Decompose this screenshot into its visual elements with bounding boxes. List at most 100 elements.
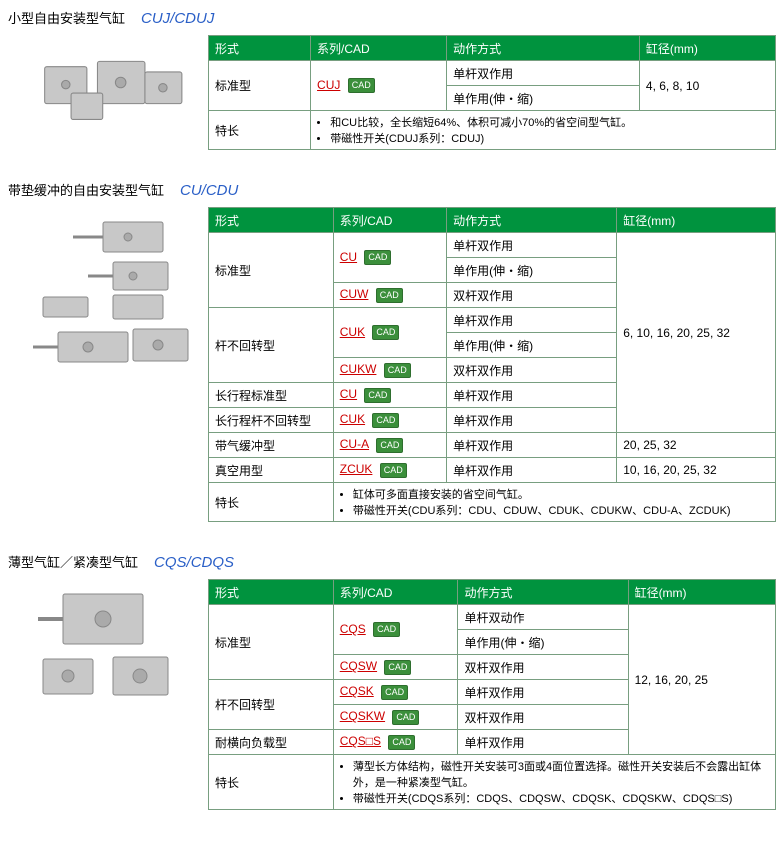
product-section: 小型自由安装型气缸CUJ/CDUJ 形式系列/CAD动作方式缸径(mm)标准型C… (8, 8, 776, 150)
cell: 标准型 (209, 605, 334, 680)
cell: 杆不回转型 (209, 680, 334, 730)
series-cell: CU CAD (333, 233, 446, 283)
cell: 带气缓冲型 (209, 433, 334, 458)
col-header: 动作方式 (447, 36, 640, 61)
series-cell: CU CAD (333, 383, 446, 408)
note-content: 和CU比较，全长缩短64%、体积可减小70%的省空间型气缸。带磁性开关(CDUJ… (311, 111, 776, 150)
title-en: CUJ/CDUJ (141, 10, 214, 27)
series-cell: CUKW CAD (333, 358, 446, 383)
cell: 20, 25, 32 (617, 433, 776, 458)
cell: 单杆双作用 (447, 408, 617, 433)
product-image (8, 35, 208, 130)
spec-table: 形式系列/CAD动作方式缸径(mm)标准型CU CAD单杆双作用6, 10, 1… (208, 207, 776, 522)
series-link[interactable]: CU (340, 387, 357, 401)
table-row: 标准型CQS CAD单杆双动作12, 16, 20, 25 (209, 605, 776, 630)
header-row: 形式系列/CAD动作方式缸径(mm) (209, 36, 776, 61)
series-link[interactable]: CQS□S (340, 734, 381, 748)
cell: 双杆双作用 (458, 655, 628, 680)
col-header: 动作方式 (458, 580, 628, 605)
header-row: 形式系列/CAD动作方式缸径(mm) (209, 208, 776, 233)
cad-badge: CAD (384, 363, 411, 378)
series-link[interactable]: CUK (340, 412, 365, 426)
series-link[interactable]: CQS (340, 622, 366, 636)
note-label: 特长 (209, 755, 334, 810)
spec-table: 形式系列/CAD动作方式缸径(mm)标准型CQS CAD单杆双动作12, 16,… (208, 579, 776, 810)
cell: 单杆双作用 (447, 433, 617, 458)
cell: 12, 16, 20, 25 (628, 605, 775, 755)
spec-table: 形式系列/CAD动作方式缸径(mm)标准型CUJ CAD单杆双作用4, 6, 8… (208, 35, 776, 150)
note-content: 薄型长方体结构，磁性开关安装可3面或4面位置选择。磁性开关安装后不会露出缸体外，… (333, 755, 775, 810)
cell: 标准型 (209, 61, 311, 111)
cell: 真空用型 (209, 458, 334, 483)
cell: 单杆双作用 (447, 308, 617, 333)
cad-badge: CAD (372, 413, 399, 428)
product-section: 薄型气缸／紧凑型气缸CQS/CDQS 形式系列/CAD动作方式缸径(mm)标准型… (8, 552, 776, 810)
cell: 杆不回转型 (209, 308, 334, 383)
title-en: CQS/CDQS (154, 554, 234, 571)
col-header: 形式 (209, 580, 334, 605)
series-link[interactable]: CUJ (317, 78, 340, 92)
cell: 单杆双作用 (447, 383, 617, 408)
series-link[interactable]: CQSK (340, 684, 374, 698)
cell: 单作用(伸・缩) (447, 333, 617, 358)
col-header: 缸径(mm) (639, 36, 775, 61)
series-link[interactable]: CUW (340, 287, 369, 301)
title-cn: 薄型气缸／紧凑型气缸 (8, 555, 138, 570)
series-link[interactable]: CQSW (340, 659, 377, 673)
cell: 单作用(伸・缩) (447, 86, 640, 111)
series-link[interactable]: CU-A (340, 437, 369, 451)
col-header: 缸径(mm) (628, 580, 775, 605)
cad-badge: CAD (388, 735, 415, 750)
table-row: 标准型CUJ CAD单杆双作用4, 6, 8, 10 (209, 61, 776, 86)
cad-badge: CAD (372, 325, 399, 340)
table-row: 标准型CU CAD单杆双作用6, 10, 16, 20, 25, 32 (209, 233, 776, 258)
cell: 单杆双作用 (458, 730, 628, 755)
cell: 单作用(伸・缩) (458, 630, 628, 655)
series-cell: CQS CAD (333, 605, 458, 655)
section-title: 薄型气缸／紧凑型气缸 CQS/CDQS (8, 552, 776, 571)
cell: 4, 6, 8, 10 (639, 61, 775, 111)
section-title: 带垫缓冲的自由安装型气缸 CU/CDU (8, 180, 776, 199)
col-header: 动作方式 (447, 208, 617, 233)
series-link[interactable]: CUK (340, 325, 365, 339)
series-cell: CUK CAD (333, 408, 446, 433)
table-row: 带气缓冲型 CU-A CAD 单杆双作用20, 25, 32 (209, 433, 776, 458)
note-content: 缸体可多面直接安装的省空间气缸。带磁性开关(CDU系列：CDU、CDUW、CDU… (333, 483, 775, 522)
series-cell: CUK CAD (333, 308, 446, 358)
cad-badge: CAD (384, 660, 411, 675)
note-label: 特长 (209, 483, 334, 522)
series-cell: ZCUK CAD (333, 458, 446, 483)
cad-badge: CAD (348, 78, 375, 93)
series-link[interactable]: CU (340, 250, 357, 264)
series-link[interactable]: CUKW (340, 362, 377, 376)
series-link[interactable]: ZCUK (340, 462, 373, 476)
title-en: CU/CDU (180, 182, 238, 199)
title-cn: 小型自由安装型气缸 (8, 11, 125, 26)
series-cell: CUJ CAD (311, 61, 447, 111)
cell: 6, 10, 16, 20, 25, 32 (617, 233, 776, 433)
col-header: 系列/CAD (311, 36, 447, 61)
series-cell: CQSW CAD (333, 655, 458, 680)
cell: 10, 16, 20, 25, 32 (617, 458, 776, 483)
cad-badge: CAD (376, 288, 403, 303)
cad-badge: CAD (364, 250, 391, 265)
title-cn: 带垫缓冲的自由安装型气缸 (8, 183, 164, 198)
cell: 单杆双作用 (458, 680, 628, 705)
col-header: 形式 (209, 36, 311, 61)
cad-badge: CAD (364, 388, 391, 403)
note-row: 特长薄型长方体结构，磁性开关安装可3面或4面位置选择。磁性开关安装后不会露出缸体… (209, 755, 776, 810)
table-row: 真空用型ZCUK CAD单杆双作用10, 16, 20, 25, 32 (209, 458, 776, 483)
product-section: 带垫缓冲的自由安装型气缸 CU/CDU 形式系列/CAD动作方式缸径(mm)标准型… (8, 180, 776, 522)
cad-badge: CAD (376, 438, 403, 453)
cell: 长行程杆不回转型 (209, 408, 334, 433)
series-link[interactable]: CQSKW (340, 709, 385, 723)
cad-badge: CAD (381, 685, 408, 700)
cell: 长行程标准型 (209, 383, 334, 408)
header-row: 形式系列/CAD动作方式缸径(mm) (209, 580, 776, 605)
product-image (8, 207, 208, 387)
cell: 单杆双作用 (447, 233, 617, 258)
cad-badge: CAD (373, 622, 400, 637)
product-image (8, 579, 208, 709)
col-header: 系列/CAD (333, 580, 458, 605)
cad-badge: CAD (392, 710, 419, 725)
